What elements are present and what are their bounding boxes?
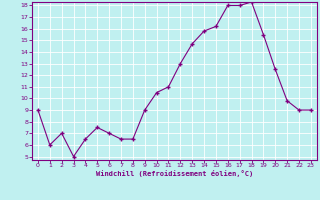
X-axis label: Windchill (Refroidissement éolien,°C): Windchill (Refroidissement éolien,°C) — [96, 170, 253, 177]
